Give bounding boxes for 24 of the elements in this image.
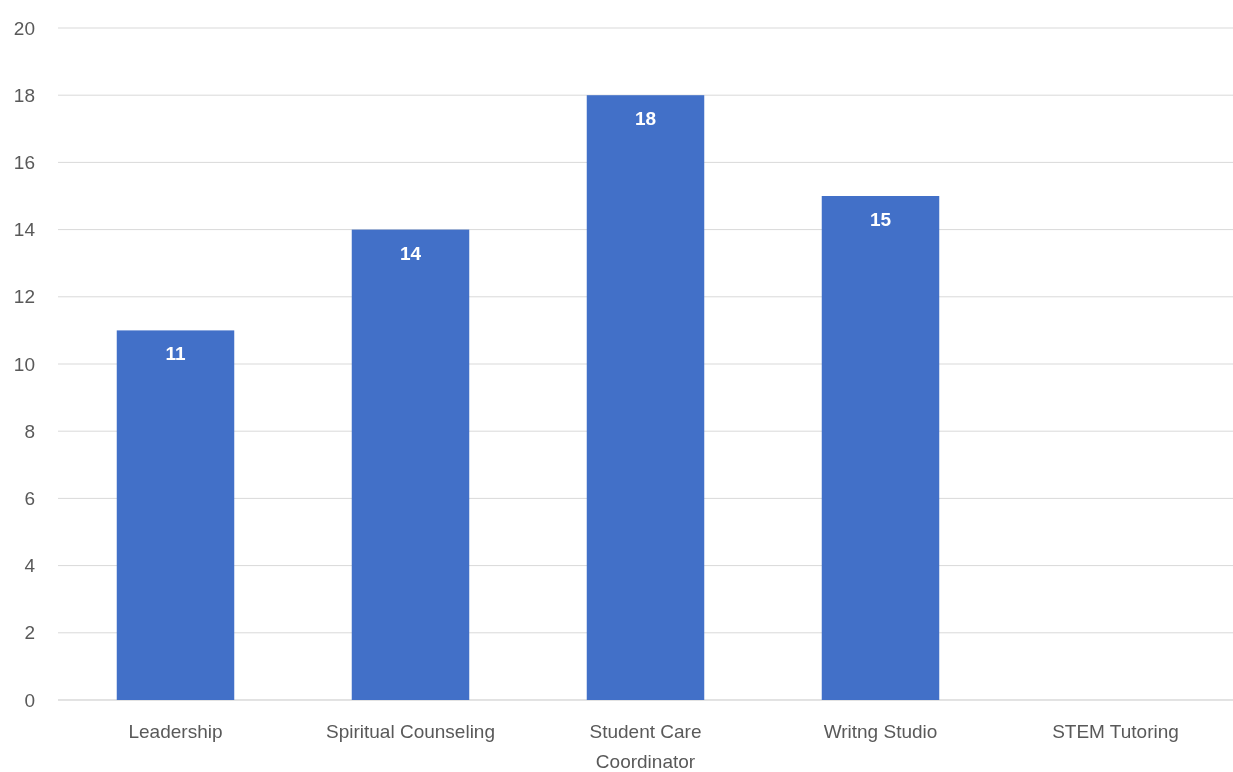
x-tick-label: Writng Studio (823, 721, 938, 742)
bar (586, 95, 705, 700)
y-tick-label: 8 (24, 420, 35, 442)
y-tick-label: 6 (24, 488, 35, 510)
y-tick-label: 18 (13, 84, 35, 106)
x-tick-label: Student Care Coordinator (589, 721, 702, 772)
data-label: 14 (399, 242, 422, 264)
data-label: 11 (165, 343, 186, 365)
data-label: 15 (869, 209, 892, 230)
x-tick-label: Spiritual Counseling (326, 721, 495, 742)
y-tick-label: 4 (24, 555, 36, 577)
y-tick-label: 14 (13, 219, 36, 241)
x-tick-label: Leadership (128, 721, 223, 742)
y-tick-label: 0 (24, 689, 35, 711)
x-tick-label: STEM Tutoring (1052, 721, 1179, 742)
bar (351, 229, 470, 700)
y-tick-label: 20 (13, 17, 35, 39)
y-tick-label: 16 (13, 152, 35, 174)
data-label: 18 (634, 108, 657, 130)
y-tick-label: 12 (13, 286, 35, 308)
bar (821, 196, 940, 700)
y-tick-label: 10 (13, 353, 35, 375)
y-tick-label: 2 (24, 622, 35, 644)
bar (116, 330, 235, 700)
